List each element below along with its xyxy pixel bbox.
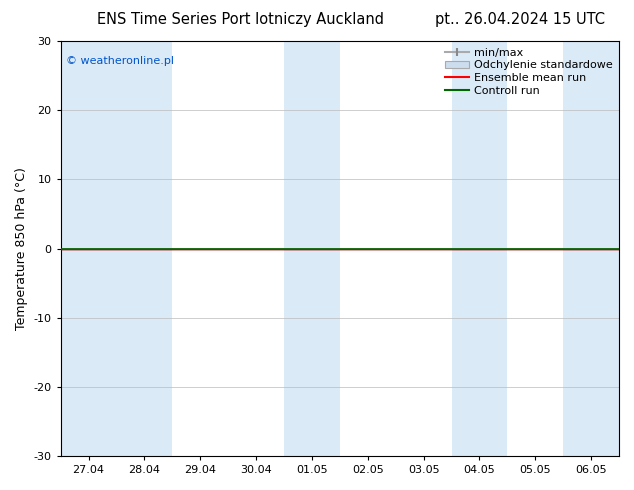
Text: © weatheronline.pl: © weatheronline.pl [67, 55, 174, 66]
Bar [284, 41, 340, 456]
Y-axis label: Temperature 850 hPa (°C): Temperature 850 hPa (°C) [15, 167, 28, 330]
Text: ENS Time Series Port lotniczy Auckland: ENS Time Series Port lotniczy Auckland [98, 12, 384, 27]
Text: pt.. 26.04.2024 15 UTC: pt.. 26.04.2024 15 UTC [435, 12, 605, 27]
Bar [61, 41, 172, 456]
Bar [563, 41, 619, 456]
Legend: min/max, Odchylenie standardowe, Ensemble mean run, Controll run: min/max, Odchylenie standardowe, Ensembl… [440, 43, 617, 100]
Bar [451, 41, 507, 456]
